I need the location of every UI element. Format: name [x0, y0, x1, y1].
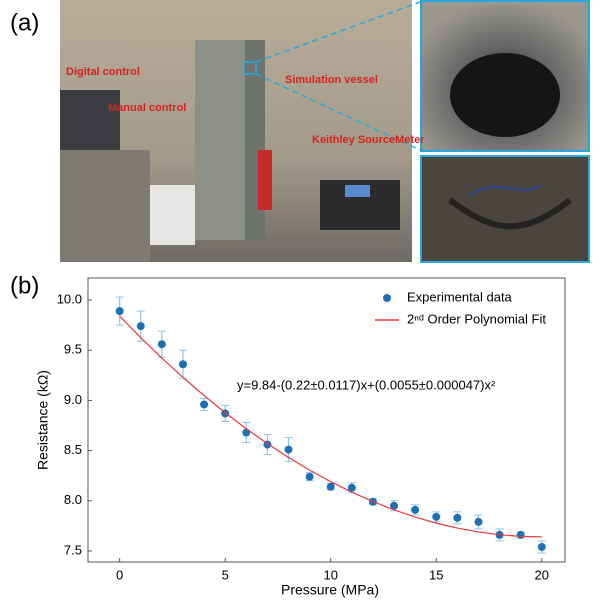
panel-label: (a) [10, 9, 39, 36]
data-point [432, 512, 441, 521]
zoom-line [255, 1, 421, 63]
plot-frame [87, 277, 566, 563]
legend-label: 2ⁿᵈ Order Polynomial Fit [407, 311, 546, 326]
data-point [242, 428, 251, 437]
photo-annotation: Keithley SourceMeter [312, 134, 425, 146]
x-tick-label: 15 [429, 567, 443, 582]
y-tick-label: 8.0 [64, 492, 82, 507]
y-tick-label: 7.5 [64, 542, 82, 557]
zoom-line [255, 73, 421, 151]
data-point [537, 542, 546, 551]
data-point [347, 483, 356, 492]
x-axis-label: Pressure (MPa) [281, 582, 379, 598]
data-point [390, 501, 399, 510]
y-tick-label: 9.0 [64, 392, 82, 407]
data-point [411, 505, 420, 514]
legend-label: Experimental data [407, 289, 513, 304]
y-tick-label: 8.5 [64, 442, 82, 457]
y-tick-label: 9.5 [64, 342, 82, 357]
data-point [326, 482, 335, 491]
x-tick-label: 10 [323, 567, 337, 582]
legend-marker [383, 294, 391, 302]
data-point [284, 445, 293, 454]
data-point [136, 322, 145, 331]
data-point [516, 530, 525, 539]
photo-annotation: Digital control [66, 66, 140, 78]
y-tick-label: 10.0 [57, 292, 82, 307]
data-point [178, 360, 187, 369]
photo-annotation: Manual control [108, 102, 186, 114]
data-point [305, 472, 314, 481]
data-point [453, 513, 462, 522]
panel-label: (b) [10, 272, 39, 299]
data-point [115, 307, 124, 316]
photo-annotation: Simulation vessel [285, 74, 378, 86]
x-tick-label: 20 [535, 567, 549, 582]
data-point [474, 517, 483, 526]
data-point [157, 340, 166, 349]
x-tick-label: 0 [116, 567, 123, 582]
data-point [200, 400, 209, 409]
fit-line [119, 315, 542, 538]
equation: y=9.84-(0.22±0.0117)x+(0.0055±0.000047)x… [237, 377, 496, 392]
inset-photo [420, 155, 590, 263]
y-axis-label: Resistance (kΩ) [35, 370, 51, 470]
x-tick-label: 5 [222, 567, 229, 582]
lab-photo [60, 0, 412, 262]
inset-photo [420, 0, 590, 152]
